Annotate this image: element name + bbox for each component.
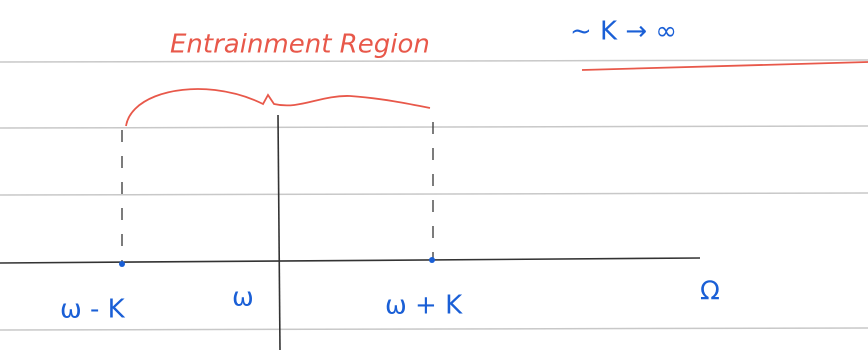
diagram: Entrainment Region ~ K → ∞ ω - K ω ω + K… (0, 0, 868, 352)
variable-label: Ω (700, 277, 720, 307)
axis-label: ω + K (385, 291, 463, 321)
region-label: Entrainment Region (170, 30, 430, 60)
lower-bound-point (119, 261, 125, 267)
upper-bound-point (429, 257, 435, 263)
limit-label: ~ K → ∞ (570, 17, 677, 47)
axis-label: ω - K (60, 295, 126, 325)
axis-label: ω (232, 283, 254, 313)
